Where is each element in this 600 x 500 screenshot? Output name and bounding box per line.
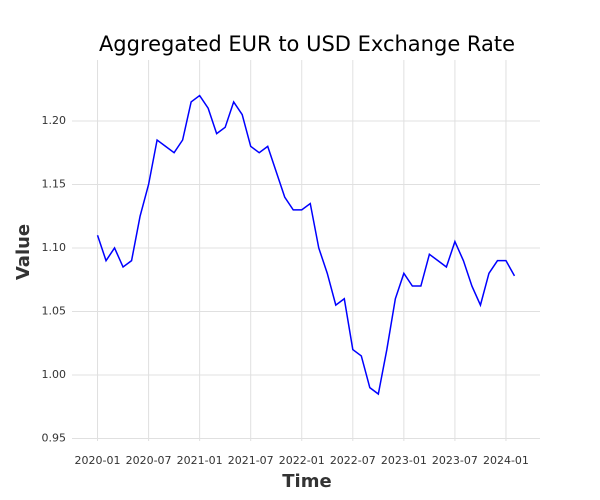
x-tick-label: 2023-07 (432, 454, 478, 467)
chart-title: Aggregated EUR to USD Exchange Rate (99, 32, 515, 56)
x-tick-label: 2020-07 (126, 454, 172, 467)
y-axis-label: Value (13, 224, 34, 280)
x-tick-label: 2022-07 (330, 454, 376, 467)
x-tick-label: 2021-01 (177, 454, 223, 467)
x-tick-label: 2024-01 (483, 454, 529, 467)
y-tick-label: 1.00 (42, 368, 67, 381)
y-tick-label: 1.15 (42, 177, 67, 190)
y-tick-label: 1.20 (42, 114, 67, 127)
x-tick-label: 2021-07 (228, 454, 274, 467)
x-tick-label: 2020-01 (75, 454, 121, 467)
y-tick-label: 1.10 (42, 241, 67, 254)
x-tick-label: 2023-01 (381, 454, 427, 467)
y-tick-label: 0.95 (42, 431, 67, 444)
x-axis-label: Time (282, 471, 331, 492)
data-line (96, 94, 516, 396)
y-tick-label: 1.05 (42, 304, 67, 317)
x-tick-label: 2022-01 (279, 454, 325, 467)
